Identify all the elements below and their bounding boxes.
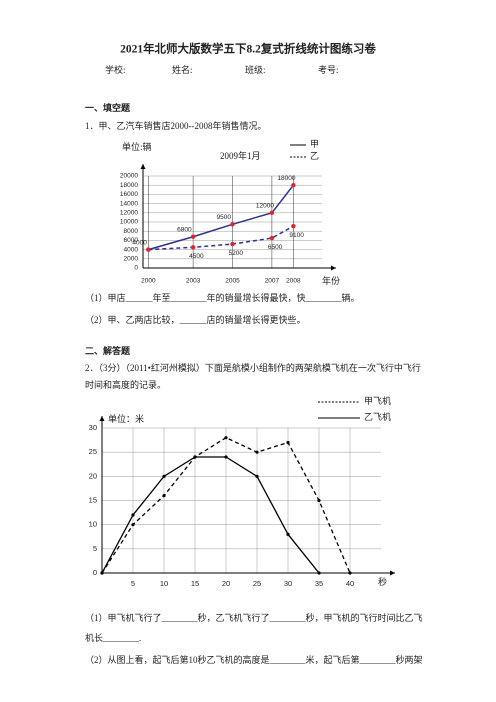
field: 考号: (318, 65, 339, 75)
y-tick-label: 10000 (120, 219, 138, 226)
question-text: 1．甲、乙汽车销售店2000--2008年销售情况。 (85, 120, 267, 131)
x-tick-label: 10 (160, 579, 168, 588)
axis-arrow (99, 416, 105, 421)
data-label: 5200 (229, 250, 244, 257)
data-label: 12000 (256, 203, 274, 210)
y-tick-label: 12000 (120, 210, 138, 217)
data-point (190, 245, 196, 250)
x-tick-label: 2003 (186, 278, 201, 285)
x-tick-label: 2008 (286, 278, 301, 285)
y-tick-label: 16000 (120, 191, 138, 198)
y-tick-label: 15 (89, 495, 97, 504)
axis-arrow (331, 265, 336, 271)
data-point (286, 440, 290, 445)
data-label: 9500 (217, 214, 232, 221)
x-tick-label: 2000 (141, 278, 156, 285)
axis-arrow (140, 164, 146, 169)
question-part: （2）从图上看，起飞后第10秒乙飞机的高度是________米，起飞后第____… (85, 654, 423, 665)
data-point (100, 571, 104, 575)
axis-arrow (390, 570, 395, 576)
question-text: 时间和高度的记录。 (85, 379, 166, 390)
data-point (224, 455, 228, 459)
y-axis-label: 单位:辆 (122, 141, 152, 152)
data-label: 18000 (277, 175, 295, 182)
data-point (291, 223, 296, 229)
y-tick-label: 0 (93, 568, 97, 577)
data-point (291, 183, 296, 188)
x-tick-label: 2005 (225, 278, 240, 285)
data-label: 9100 (289, 232, 304, 239)
legend-label: 甲 (310, 139, 319, 149)
field: 姓名: (172, 64, 193, 75)
y-tick-label: 5 (93, 544, 97, 553)
data-point (131, 513, 135, 517)
data-point (348, 571, 352, 575)
data-point (131, 523, 135, 527)
data-point (286, 532, 290, 536)
x-axis-label: 秒 (378, 576, 387, 587)
data-label: 4500 (189, 253, 204, 260)
question-part: 机长________. (85, 632, 141, 643)
data-point (317, 571, 321, 575)
section-heading: 二、解答题 (85, 345, 131, 356)
y-tick-label: 4000 (124, 246, 139, 253)
legend-label: 乙飞机 (364, 411, 391, 422)
data-point (255, 474, 259, 478)
data-point (146, 247, 151, 252)
y-tick-label: 14000 (120, 200, 138, 207)
data-point (230, 222, 235, 227)
x-tick-label: 25 (253, 579, 261, 588)
data-point (162, 474, 166, 478)
data-point (269, 235, 275, 241)
data-point (162, 494, 166, 498)
x-tick-label: 40 (346, 579, 354, 588)
question-part: （2）甲、乙两店比较，______店的销量增长得更快些。 (85, 314, 306, 325)
y-tick-label: 6000 (124, 237, 139, 244)
x-tick-label: 35 (315, 579, 323, 588)
x-tick-label: 30 (284, 579, 292, 588)
y-tick-label: 20000 (120, 173, 138, 180)
x-axis-label: 年份 (322, 275, 340, 286)
data-point (190, 234, 196, 239)
x-tick-label: 2007 (265, 278, 280, 285)
data-point (317, 498, 321, 503)
legend-label: 乙 (310, 151, 319, 161)
x-tick-label: 5 (131, 579, 135, 588)
series-line (101, 456, 320, 574)
section-heading: 一、填空题 (85, 102, 131, 113)
x-tick-label: 15 (191, 579, 199, 588)
doc-title: 2021年北师大版数学五下8.2复式折线统计图练习卷 (120, 42, 376, 56)
question-part: （1）甲飞机飞行了________秒，乙飞机飞行了________秒，甲飞机的飞… (85, 612, 423, 623)
field: 班级: (245, 64, 266, 75)
annotation: 2009年1月 (220, 150, 261, 161)
y-tick-label: 0 (134, 265, 138, 272)
data-point (224, 436, 228, 440)
data-label: 4000 (132, 239, 147, 246)
y-tick-label: 20 (89, 471, 97, 480)
data-label: 6800 (177, 226, 192, 233)
data-point (269, 210, 275, 215)
question-part: （1）甲店______年至________年的销量增长得最快，快________… (85, 292, 360, 303)
y-tick-label: 10 (89, 520, 97, 529)
data-label: 6500 (268, 244, 283, 251)
legend-label: 甲飞机 (364, 395, 391, 406)
data-point (193, 455, 197, 459)
y-tick-label: 30 (89, 423, 97, 432)
y-tick-label: 18000 (120, 182, 138, 189)
y-axis-label: 单位：米 (108, 413, 144, 424)
field: 学校: (105, 64, 126, 75)
x-tick-label: 20 (222, 579, 230, 588)
y-tick-label: 8000 (124, 228, 139, 235)
data-point (255, 450, 259, 454)
data-point (230, 241, 235, 247)
y-tick-label: 2000 (124, 256, 139, 263)
y-tick-label: 25 (89, 447, 97, 456)
question-text: 2．（3分）（2011•红河州模拟）下面是航模小组制作的两架航模飞机在一次飞行中… (85, 362, 421, 373)
